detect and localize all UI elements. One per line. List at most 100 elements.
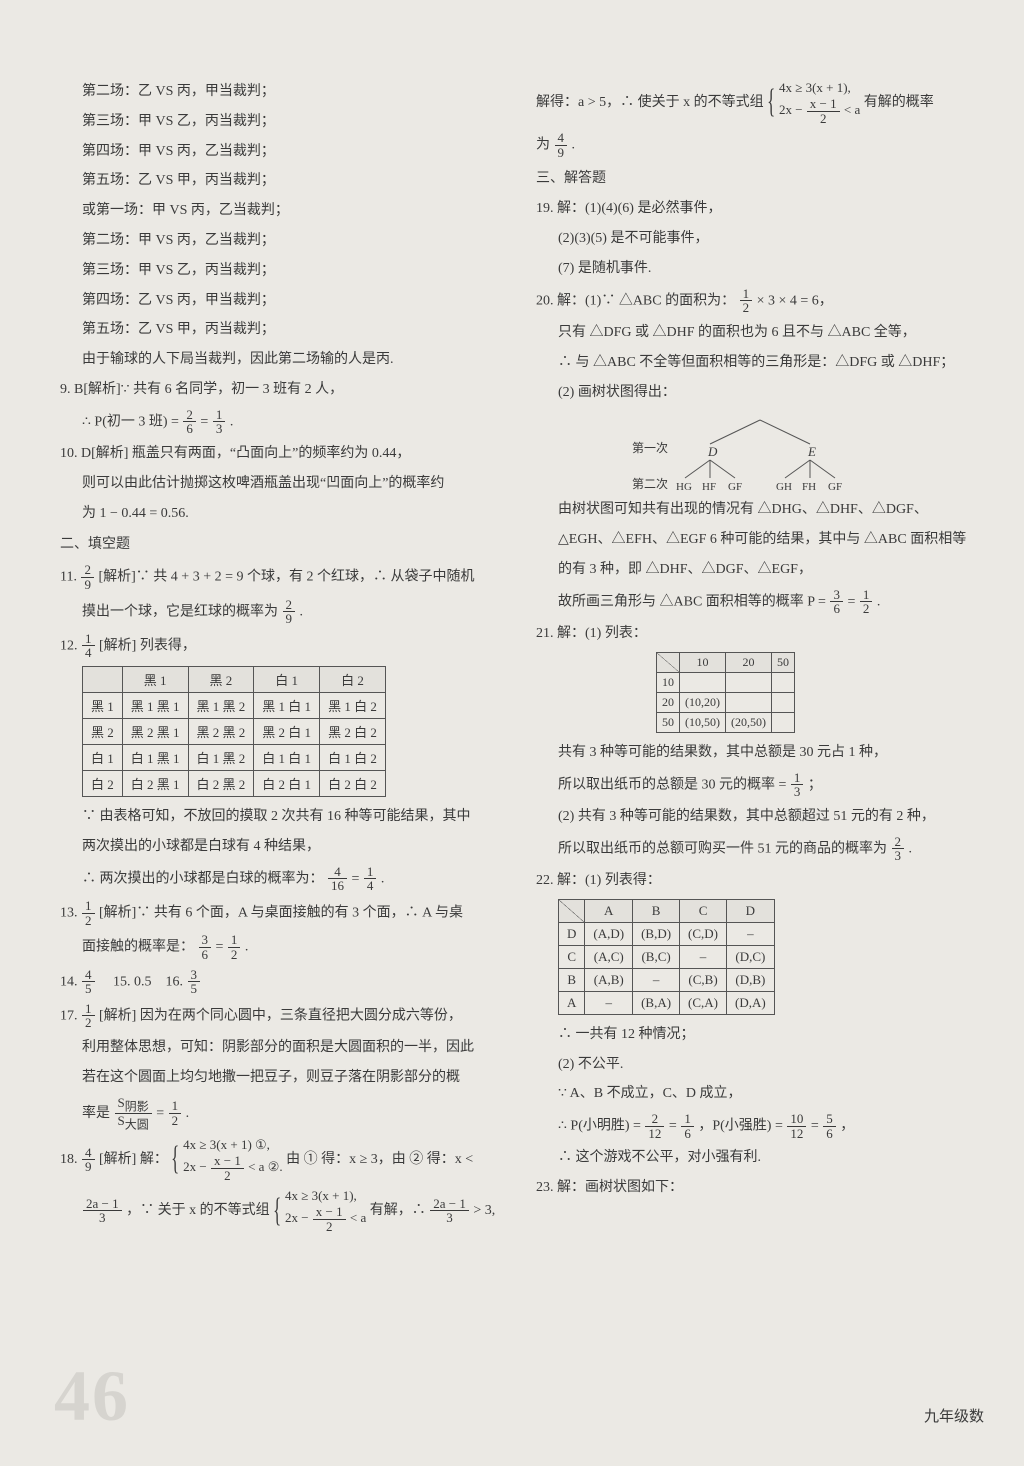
text: = [156, 1106, 167, 1121]
fraction: 16 [681, 1112, 694, 1140]
fraction: 12 [169, 1099, 182, 1127]
cell: 白 2 白 1 [254, 771, 320, 797]
cell: (20,50) [726, 712, 772, 732]
text: ， [840, 1118, 854, 1133]
r2: 为 49 . [536, 131, 984, 159]
fraction: x − 12 [211, 1154, 244, 1182]
q13-line1: 13. 12 [解析]∵ 共有 6 个面，A 与桌面接触的有 3 个面，∴ A … [60, 899, 508, 927]
table-q12: 黑 1 黑 2 白 1 白 2 黑 1 黑 1 黑 1 黑 1 黑 2 黑 1 … [82, 666, 386, 797]
cell: – [633, 968, 680, 991]
fraction: 56 [823, 1112, 836, 1140]
text: 4x ≥ 3(x + 1), [779, 80, 860, 97]
text: 解得：a > 5，∴ 使关于 x 的不等式组 [536, 95, 764, 110]
q12-c3: ∴ 两次摸出的小球都是白球的概率为： 416 = 14 . [60, 865, 508, 893]
text: . [245, 940, 249, 955]
cell: B [559, 968, 585, 991]
cell: 白 1 白 1 [254, 745, 320, 771]
text: = [200, 414, 211, 429]
q23: 23. 解：画树状图如下： [536, 1176, 984, 1200]
cell: 白 1 [254, 667, 320, 693]
cell: A [559, 991, 585, 1014]
q20-a: 20. 解：(1)∵ △ABC 的面积为： 12 × 3 × 4 = 6， [536, 287, 984, 315]
q19-b: (2)(3)(5) 是不可能事件， [536, 227, 984, 251]
table-q22: A B C D D (A,D) (B,D) (C,D) – C (A,C) (B… [558, 899, 775, 1015]
cell: 20 [657, 692, 680, 712]
cell [83, 667, 123, 693]
cell: (A,B) [585, 968, 633, 991]
footer-text: 九年级数 [924, 1405, 984, 1426]
fraction: 13 [791, 771, 804, 799]
brace-icon: { [273, 1201, 281, 1221]
text: 15. 0.5 16. [99, 974, 187, 989]
tree-diagram: D E HG HF GF GH FH GF 第一次 第二次 [630, 412, 890, 492]
tree-leaf: GF [828, 481, 842, 492]
text: 第四场：乙 VS 丙，甲当裁判； [82, 289, 508, 313]
cell: – [727, 922, 775, 945]
cell: (C,A) [680, 991, 727, 1014]
text: . [230, 414, 234, 429]
fraction: 12 [82, 899, 95, 927]
text: . [381, 871, 385, 886]
fraction: 35 [188, 968, 201, 996]
text: = [847, 594, 858, 609]
text: 18. [60, 1152, 81, 1167]
fraction: 2a − 13 [83, 1197, 122, 1225]
q20-b: 只有 △DFG 或 △DHF 的面积也为 6 且不与 △ABC 全等， [536, 321, 984, 345]
q22-e: ∴ P(小明胜) = 212 = 16 ，P(小强胜) = 1012 = 56 … [536, 1112, 984, 1140]
cell: 黑 2 黑 2 [188, 719, 254, 745]
cell: D [559, 922, 585, 945]
cell: 白 1 黑 2 [188, 745, 254, 771]
q11-line1: 11. 29 [解析]∵ 共 4 + 3 + 2 = 9 个球，有 2 个红球，… [60, 563, 508, 591]
text: 第五场：乙 VS 甲，丙当裁判； [82, 318, 508, 342]
cell: B [633, 899, 680, 922]
text: 14. [60, 974, 81, 989]
text: [解析]∵ 共有 6 个面，A 与桌面接触的有 3 个面，∴ A 与桌 [99, 905, 463, 920]
system: 4x ≥ 3(x + 1) ①, 2x − x − 12 < a ②. [183, 1137, 282, 1182]
text: 有解的概率 [864, 95, 934, 110]
text: ∴ P(小明胜) = [558, 1118, 644, 1133]
text: = [811, 1118, 822, 1133]
cell [726, 692, 772, 712]
cell: (D,B) [727, 968, 775, 991]
cell: (A,D) [585, 922, 633, 945]
q17-line3: 若在这个圆面上均匀地撒一把豆子，则豆子落在阴影部分的概 [60, 1066, 508, 1090]
q18-line1: 18. 49 [解析] 解： { 4x ≥ 3(x + 1) ①, 2x − x… [60, 1137, 508, 1182]
cell: – [585, 991, 633, 1014]
cell [772, 712, 795, 732]
text: [解析] 解： [99, 1152, 168, 1167]
fraction: 49 [82, 1146, 95, 1174]
cell: A [585, 899, 633, 922]
text: 4x ≥ 3(x + 1) ①, [183, 1137, 282, 1154]
cell: (B,D) [633, 922, 680, 945]
q20-h: 故所画三角形与 △ABC 面积相等的概率 P = 36 = 12 . [536, 588, 984, 616]
fraction: 13 [213, 408, 226, 436]
text: ，P(小强胜) = [698, 1118, 786, 1133]
tree-leaf: HG [676, 481, 692, 492]
q17-line4: 率是 S阴影 S大圆 = 12 . [60, 1096, 508, 1131]
cell: D [727, 899, 775, 922]
q12-head: 12. 14 [解析] 列表得， [60, 632, 508, 660]
text: 17. [60, 1008, 81, 1023]
text: 由于输球的人下局当裁判，因此第二场输的人是丙. [82, 348, 508, 372]
fraction: 26 [183, 408, 196, 436]
left-column: 第二场：乙 VS 丙，甲当裁判； 第三场：甲 VS 乙，丙当裁判； 第四场：甲 … [60, 80, 508, 1239]
tree-leaf: GH [776, 481, 792, 492]
system: 4x ≥ 3(x + 1), 2x − x − 12 < a [779, 80, 860, 125]
fraction: S阴影 S大圆 [115, 1096, 152, 1131]
section-fill: 二、填空题 [60, 533, 508, 557]
tree-leaf: GF [728, 481, 742, 492]
q20-f: △EGH、△EFH、△EGF 6 种可能的结果，其中与 △ABC 面积相等 [536, 528, 984, 552]
right-column: 解得：a > 5，∴ 使关于 x 的不等式组 { 4x ≥ 3(x + 1), … [536, 80, 984, 1239]
cell: (B,C) [633, 945, 680, 968]
q22-d: ∵ A、B 不成立，C、D 成立， [536, 1082, 984, 1106]
cell [680, 672, 726, 692]
fraction: 29 [283, 598, 296, 626]
cell [772, 672, 795, 692]
text: = [216, 940, 227, 955]
section-answers: 三、解答题 [536, 167, 984, 191]
text: [解析] 列表得， [99, 638, 196, 653]
text: . [300, 604, 304, 619]
fraction: 14 [82, 632, 95, 660]
text: . [572, 138, 576, 153]
fraction: 2a − 13 [430, 1197, 469, 1225]
